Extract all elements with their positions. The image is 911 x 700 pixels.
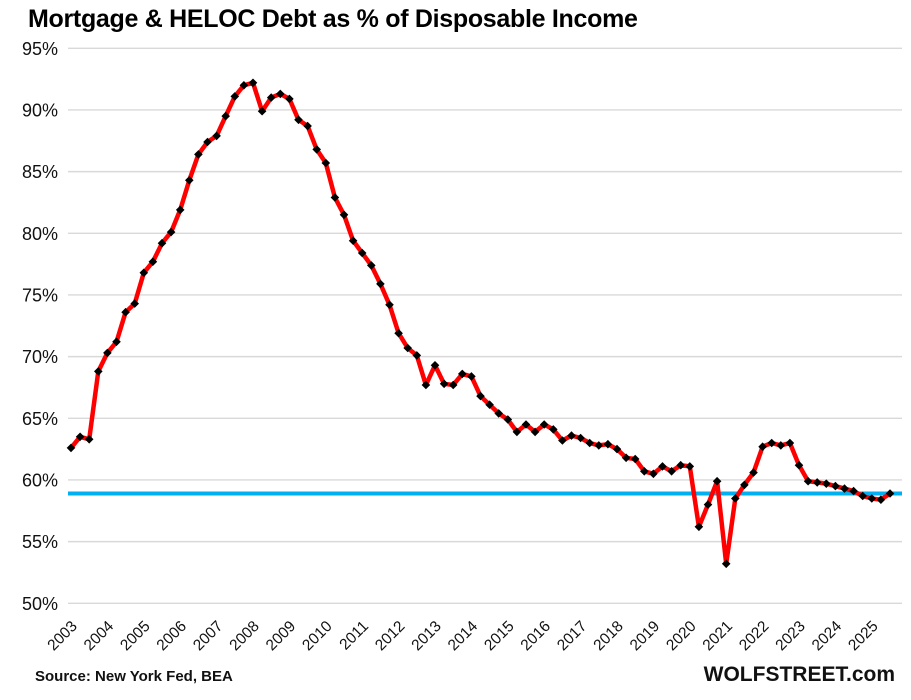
x-axis-tick-label: 2007 xyxy=(190,618,226,654)
x-axis-tick-label: 2016 xyxy=(518,618,554,654)
y-axis-tick-label: 55% xyxy=(22,532,58,552)
x-axis-tick-label: 2018 xyxy=(590,618,626,654)
x-axis-tick-label: 2010 xyxy=(299,618,336,655)
y-axis-tick-label: 50% xyxy=(22,594,58,614)
y-axis-tick-label: 75% xyxy=(22,285,58,305)
x-axis-tick-label: 2003 xyxy=(44,618,80,654)
x-axis-tick-label: 2022 xyxy=(736,618,772,654)
x-axis-tick-label: 2023 xyxy=(772,618,808,654)
y-axis-tick-label: 60% xyxy=(22,470,58,490)
x-axis-tick-label: 2015 xyxy=(481,618,517,654)
x-axis-tick-label: 2008 xyxy=(226,618,262,654)
y-axis-tick-label: 85% xyxy=(22,162,58,182)
x-axis-tick-label: 2025 xyxy=(845,618,881,654)
x-axis-tick-label: 2024 xyxy=(809,618,846,655)
x-axis-tick-label: 2011 xyxy=(336,618,372,654)
x-axis-tick-label: 2017 xyxy=(554,618,590,654)
x-axis-tick-label: 2009 xyxy=(263,618,299,654)
y-axis-tick-label: 80% xyxy=(22,224,58,244)
x-axis-tick-label: 2020 xyxy=(663,618,700,655)
x-axis-tick-label: 2004 xyxy=(81,618,118,655)
x-axis-tick-label: 2014 xyxy=(445,618,482,655)
chart-title: Mortgage & HELOC Debt as % of Disposable… xyxy=(28,5,638,33)
x-axis-tick-label: 2013 xyxy=(408,618,444,654)
y-axis-tick-label: 65% xyxy=(22,409,58,429)
x-axis-tick-label: 2012 xyxy=(372,618,408,654)
source-note: Source: New York Fed, BEA xyxy=(35,668,233,685)
x-axis-tick-label: 2005 xyxy=(117,618,153,654)
x-axis-tick-label: 2019 xyxy=(627,618,663,654)
y-axis-tick-label: 70% xyxy=(22,347,58,367)
y-axis-tick-label: 90% xyxy=(22,100,58,120)
y-axis-tick-label: 95% xyxy=(22,39,58,59)
x-axis-tick-label: 2006 xyxy=(154,618,190,654)
branding-wolfstreet: WOLFSTREET.com xyxy=(703,663,895,686)
x-axis-tick-label: 2021 xyxy=(700,618,736,654)
